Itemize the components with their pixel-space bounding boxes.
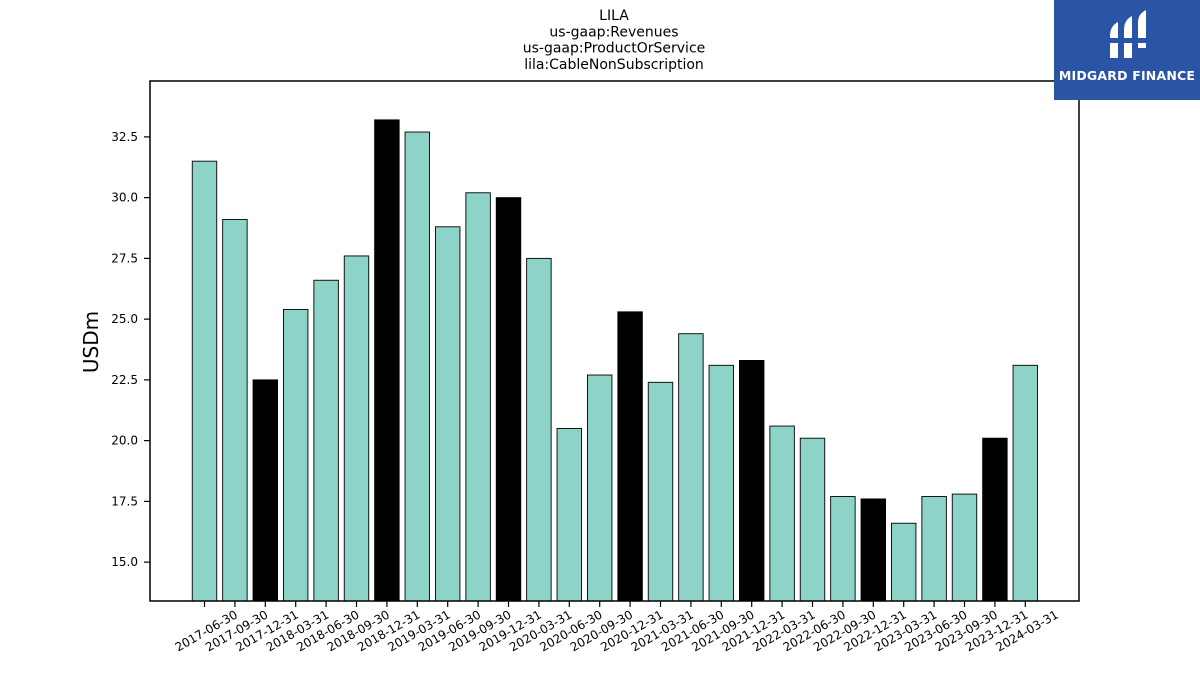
bar-2017-09-30 <box>222 219 248 602</box>
x-axis: 2017-06-302017-09-302017-12-312018-03-31… <box>173 601 1061 654</box>
y-tick-label: 30.0 <box>111 191 138 205</box>
bar-2023-12-31 <box>982 437 1008 602</box>
bar-2023-06-30 <box>921 496 947 602</box>
bar-2018-12-31 <box>374 119 400 602</box>
y-axis: 15.0 17.5 20.0 22.5 25.0 27.5 30.0 32.5 <box>111 130 150 569</box>
plot-frame <box>149 80 1080 602</box>
y-tick-label: 17.5 <box>111 494 138 508</box>
bar-2017-06-30 <box>191 160 218 602</box>
y-tick-label: 25.0 <box>111 312 138 326</box>
bars <box>191 119 1038 602</box>
bar-2022-03-31 <box>769 425 795 602</box>
bar-2018-03-31 <box>283 308 309 602</box>
bar-2020-06-30 <box>556 428 582 602</box>
bar-2023-03-31 <box>891 522 917 602</box>
chart-title-line: LILA <box>599 8 629 24</box>
bar-2019-09-30 <box>465 192 491 602</box>
y-tick-label: 22.5 <box>111 373 138 387</box>
bar-2022-12-31 <box>860 498 886 602</box>
chart-title: LILAus-gaap:Revenuesus-gaap:ProductOrSer… <box>523 8 706 73</box>
chart-title-line: us-gaap:ProductOrService <box>523 41 706 57</box>
bar-2019-12-31 <box>495 197 522 602</box>
bar-2021-09-30 <box>708 364 734 602</box>
y-tick-label: 27.5 <box>111 251 138 265</box>
bar-2020-03-31 <box>526 257 552 602</box>
bar-2022-06-30 <box>799 437 826 602</box>
chart-title-line: us-gaap:Revenues <box>549 24 678 40</box>
bar-2021-06-30 <box>678 333 704 602</box>
logo-text: MIDGARD FINANCE <box>1058 68 1196 83</box>
bar-2021-03-31 <box>647 381 674 602</box>
bar-2021-12-31 <box>739 359 765 602</box>
bar-2019-03-31 <box>404 131 430 602</box>
bar-2023-09-30 <box>951 493 978 602</box>
bar-2018-06-30 <box>313 279 339 602</box>
chart-title-line: lila:CableNonSubscription <box>524 57 704 73</box>
bar-2020-09-30 <box>587 374 613 602</box>
y-axis-label: USDm <box>79 311 103 373</box>
brand-logo: MIDGARD FINANCE <box>1054 0 1200 100</box>
bar-2024-03-31 <box>1012 364 1038 602</box>
bar-2019-06-30 <box>435 226 461 602</box>
y-tick-label: 20.0 <box>111 434 138 448</box>
bar-2018-09-30 <box>343 255 370 602</box>
y-tick-label: 32.5 <box>111 130 138 144</box>
bar-2022-09-30 <box>830 496 856 602</box>
bar-2020-12-31 <box>617 311 643 602</box>
bar-2017-12-31 <box>252 379 279 602</box>
y-tick-label: 15.0 <box>111 555 138 569</box>
logo-mark-icon <box>1108 10 1148 58</box>
